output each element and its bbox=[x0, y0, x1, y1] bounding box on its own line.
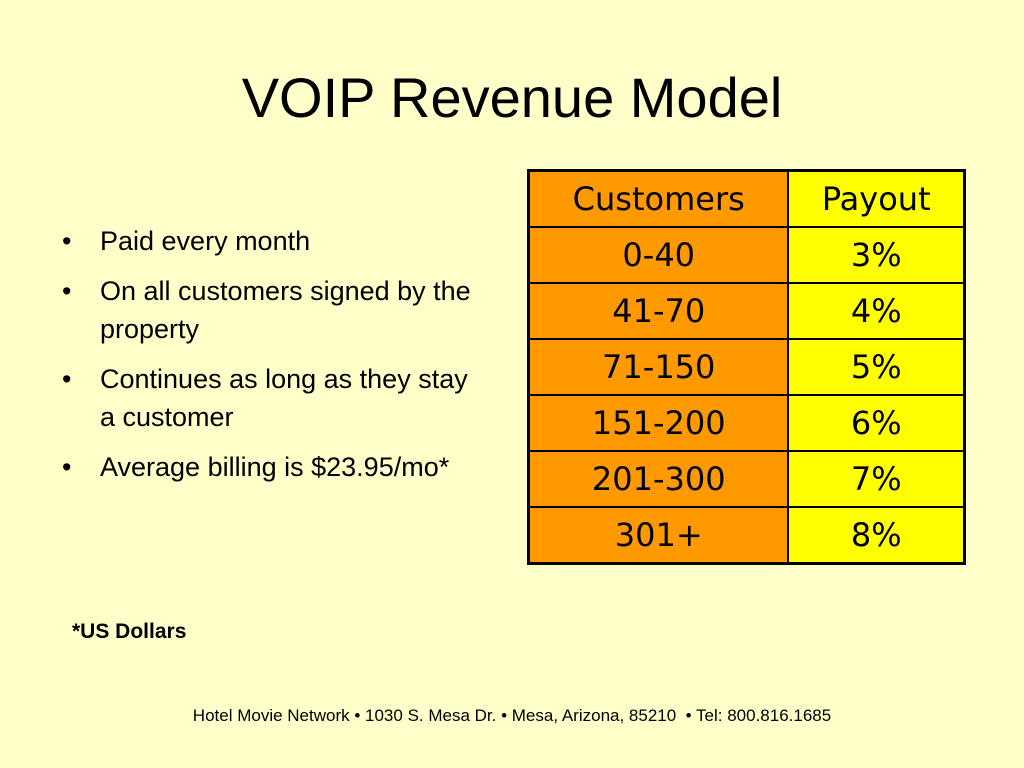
payout-cell: 6% bbox=[787, 394, 966, 452]
customers-cell: 201-300 bbox=[527, 450, 790, 508]
customers-cell: 0-40 bbox=[527, 226, 790, 284]
table-row: 0-40 3% bbox=[527, 226, 966, 284]
bullet-dot-icon: • bbox=[62, 226, 72, 256]
payout-cell: 7% bbox=[787, 450, 966, 508]
bullet-list: • Paid every month • On all customers si… bbox=[62, 222, 482, 498]
payout-cell: 5% bbox=[787, 338, 966, 396]
bullet-text: Paid every month bbox=[100, 226, 311, 256]
header-payout: Payout bbox=[787, 169, 966, 228]
payout-table: Customers Payout 0-40 3% 41-70 4% 71-150… bbox=[527, 169, 966, 565]
slide-title: VOIP Revenue Model bbox=[241, 66, 783, 129]
bullet-text: Continues as long as they stay a custome… bbox=[100, 364, 468, 432]
header-customers: Customers bbox=[527, 169, 790, 228]
payout-cell: 4% bbox=[787, 282, 966, 340]
bullet-dot-icon: • bbox=[62, 364, 72, 394]
table-row: 151-200 6% bbox=[527, 394, 966, 452]
bullet-dot-icon: • bbox=[62, 452, 72, 482]
bullet-dot-icon: • bbox=[62, 276, 72, 306]
bullet-item: • On all customers signed by the propert… bbox=[62, 272, 482, 348]
customers-cell: 41-70 bbox=[527, 282, 790, 340]
bullet-text: On all customers signed by the property bbox=[100, 276, 471, 344]
bullet-item: • Average billing is $23.95/mo* bbox=[62, 448, 482, 486]
customers-cell: 151-200 bbox=[527, 394, 790, 452]
table-row: 301+ 8% bbox=[527, 506, 966, 565]
table-row: 201-300 7% bbox=[527, 450, 966, 508]
payout-cell: 8% bbox=[787, 506, 966, 565]
bullet-item: • Paid every month bbox=[62, 222, 482, 260]
payout-cell: 3% bbox=[787, 226, 966, 284]
table-header-row: Customers Payout bbox=[527, 169, 966, 228]
customers-cell: 301+ bbox=[527, 506, 790, 565]
table-row: 71-150 5% bbox=[527, 338, 966, 396]
customers-cell: 71-150 bbox=[527, 338, 790, 396]
footnote: *US Dollars bbox=[72, 620, 187, 643]
bullet-item: • Continues as long as they stay a custo… bbox=[62, 360, 482, 436]
table-row: 41-70 4% bbox=[527, 282, 966, 340]
bullet-text: Average billing is $23.95/mo* bbox=[100, 452, 450, 482]
footer-contact: Hotel Movie Network • 1030 S. Mesa Dr. •… bbox=[192, 706, 832, 725]
